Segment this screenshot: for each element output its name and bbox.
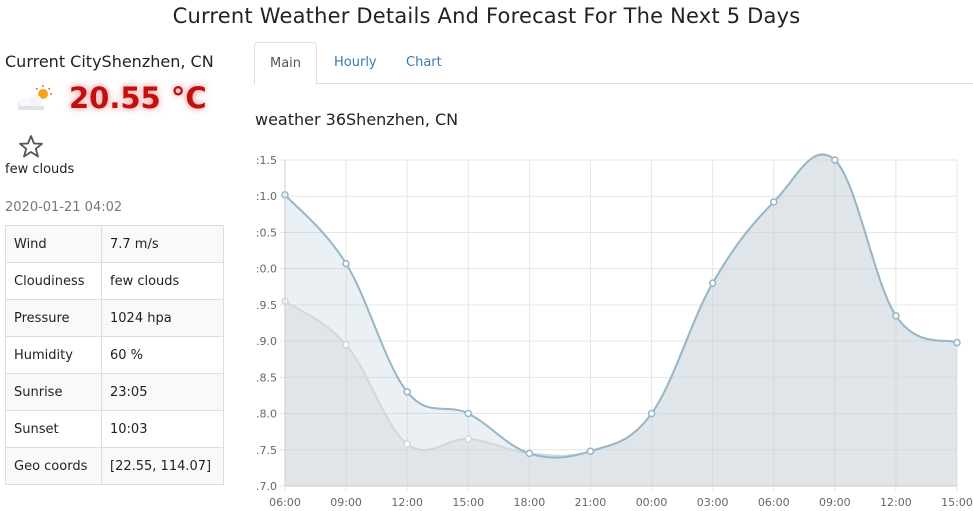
- x-tick-label: 15:00: [941, 496, 973, 509]
- y-tick-label: :0.5: [256, 226, 277, 239]
- star-outline-icon[interactable]: [18, 134, 44, 158]
- details-key: Wind: [5, 225, 102, 263]
- details-value: 23:05: [101, 373, 224, 411]
- data-point: [586, 447, 595, 455]
- data-point: [403, 440, 411, 448]
- data-point: [342, 259, 350, 268]
- y-tick-label: .8.5: [256, 371, 277, 384]
- observation-datetime: 2020-01-21 04:02: [5, 200, 123, 215]
- tab-main[interactable]: Main: [254, 42, 318, 85]
- y-tick-label: :0.0: [256, 263, 277, 276]
- y-tick-label: .7.5: [256, 444, 277, 457]
- current-weather-panel: Current CityShenzhen, CN 20.55 °C few cl…: [5, 52, 225, 485]
- data-point: [769, 198, 778, 206]
- x-tick-label: 09:00: [819, 496, 851, 509]
- details-key: Geo coords: [5, 447, 102, 485]
- x-tick-label: 21:00: [575, 496, 607, 509]
- x-tick-label: 03:00: [697, 496, 729, 509]
- details-row: Humidity 60 %: [5, 336, 224, 374]
- details-value: 7.7 m/s: [101, 225, 224, 263]
- page-title: Current Weather Details And Forecast For…: [172, 4, 801, 28]
- series-area: [285, 154, 957, 487]
- weather-description: few clouds: [5, 162, 75, 177]
- tab-hourly[interactable]: Hourly: [334, 55, 377, 70]
- details-value: 1024 hpa: [101, 299, 224, 337]
- x-tick-label: 00:00: [636, 496, 668, 509]
- details-row: Sunset 10:03: [5, 410, 224, 448]
- data-point: [647, 409, 656, 418]
- y-tick-label: .7.0: [256, 480, 277, 493]
- x-tick-label: 06:00: [269, 496, 301, 509]
- weather-details-table: Wind 7.7 m/s Cloudiness few clouds Pressure 1…: [5, 225, 224, 485]
- details-value: few clouds: [101, 262, 224, 300]
- data-point: [464, 435, 473, 443]
- details-row: Wind 7.7 m/s: [5, 225, 224, 263]
- tab-chart[interactable]: Chart: [406, 55, 442, 70]
- x-tick-label: 09:00: [330, 496, 362, 509]
- temperature-area-chart: :1.5 :1.0 :0.5 :0.0 .9.5 .9.0 .8.5 .8.0 .7.5 .7.0…: [256, 153, 973, 509]
- current-city-label: Current CityShenzhen, CN: [5, 52, 214, 71]
- details-row: Pressure 1024 hpa: [5, 299, 224, 337]
- details-key: Sunset: [5, 410, 102, 448]
- few-clouds-day-icon: [17, 85, 52, 110]
- y-tick-label: .8.0: [256, 408, 277, 421]
- data-point: [708, 279, 717, 287]
- details-key: Sunrise: [5, 373, 102, 411]
- data-point: [892, 312, 900, 320]
- details-row: Geo coords [22.55, 114.07]: [5, 447, 224, 485]
- x-tick-label: 12:00: [880, 496, 912, 509]
- data-point: [525, 449, 534, 458]
- details-key: Humidity: [5, 336, 102, 374]
- series-area: [285, 154, 957, 487]
- x-tick-label: 18:00: [514, 496, 546, 509]
- x-tick-label: 12:00: [391, 496, 423, 509]
- details-value: 10:03: [101, 410, 224, 448]
- tab-bar: Main Hourly Chart: [254, 42, 973, 85]
- details-row: Cloudiness few clouds: [5, 262, 224, 300]
- data-point: [953, 338, 961, 347]
- x-tick-label: 06:00: [758, 496, 790, 509]
- x-tick-label: 15:00: [452, 496, 484, 509]
- y-tick-label: :1.0: [256, 190, 277, 203]
- details-key: Cloudiness: [5, 262, 102, 300]
- details-key: Pressure: [5, 299, 102, 337]
- data-point: [831, 156, 839, 164]
- details-value: [22.55, 114.07]: [101, 447, 224, 485]
- y-tick-label: :1.5: [256, 154, 277, 167]
- temperature-row: 20.55 °C: [5, 81, 225, 121]
- y-tick-label: .9.5: [256, 299, 277, 312]
- details-row: Sunrise 23:05: [5, 373, 224, 411]
- chart-title: weather 36Shenzhen, CN: [255, 110, 459, 129]
- data-point: [464, 409, 473, 418]
- details-value: 60 %: [101, 336, 224, 374]
- data-point: [342, 340, 350, 349]
- data-point: [403, 388, 411, 396]
- y-tick-label: .9.0: [256, 335, 277, 348]
- temperature-value: 20.55 °C: [69, 81, 207, 115]
